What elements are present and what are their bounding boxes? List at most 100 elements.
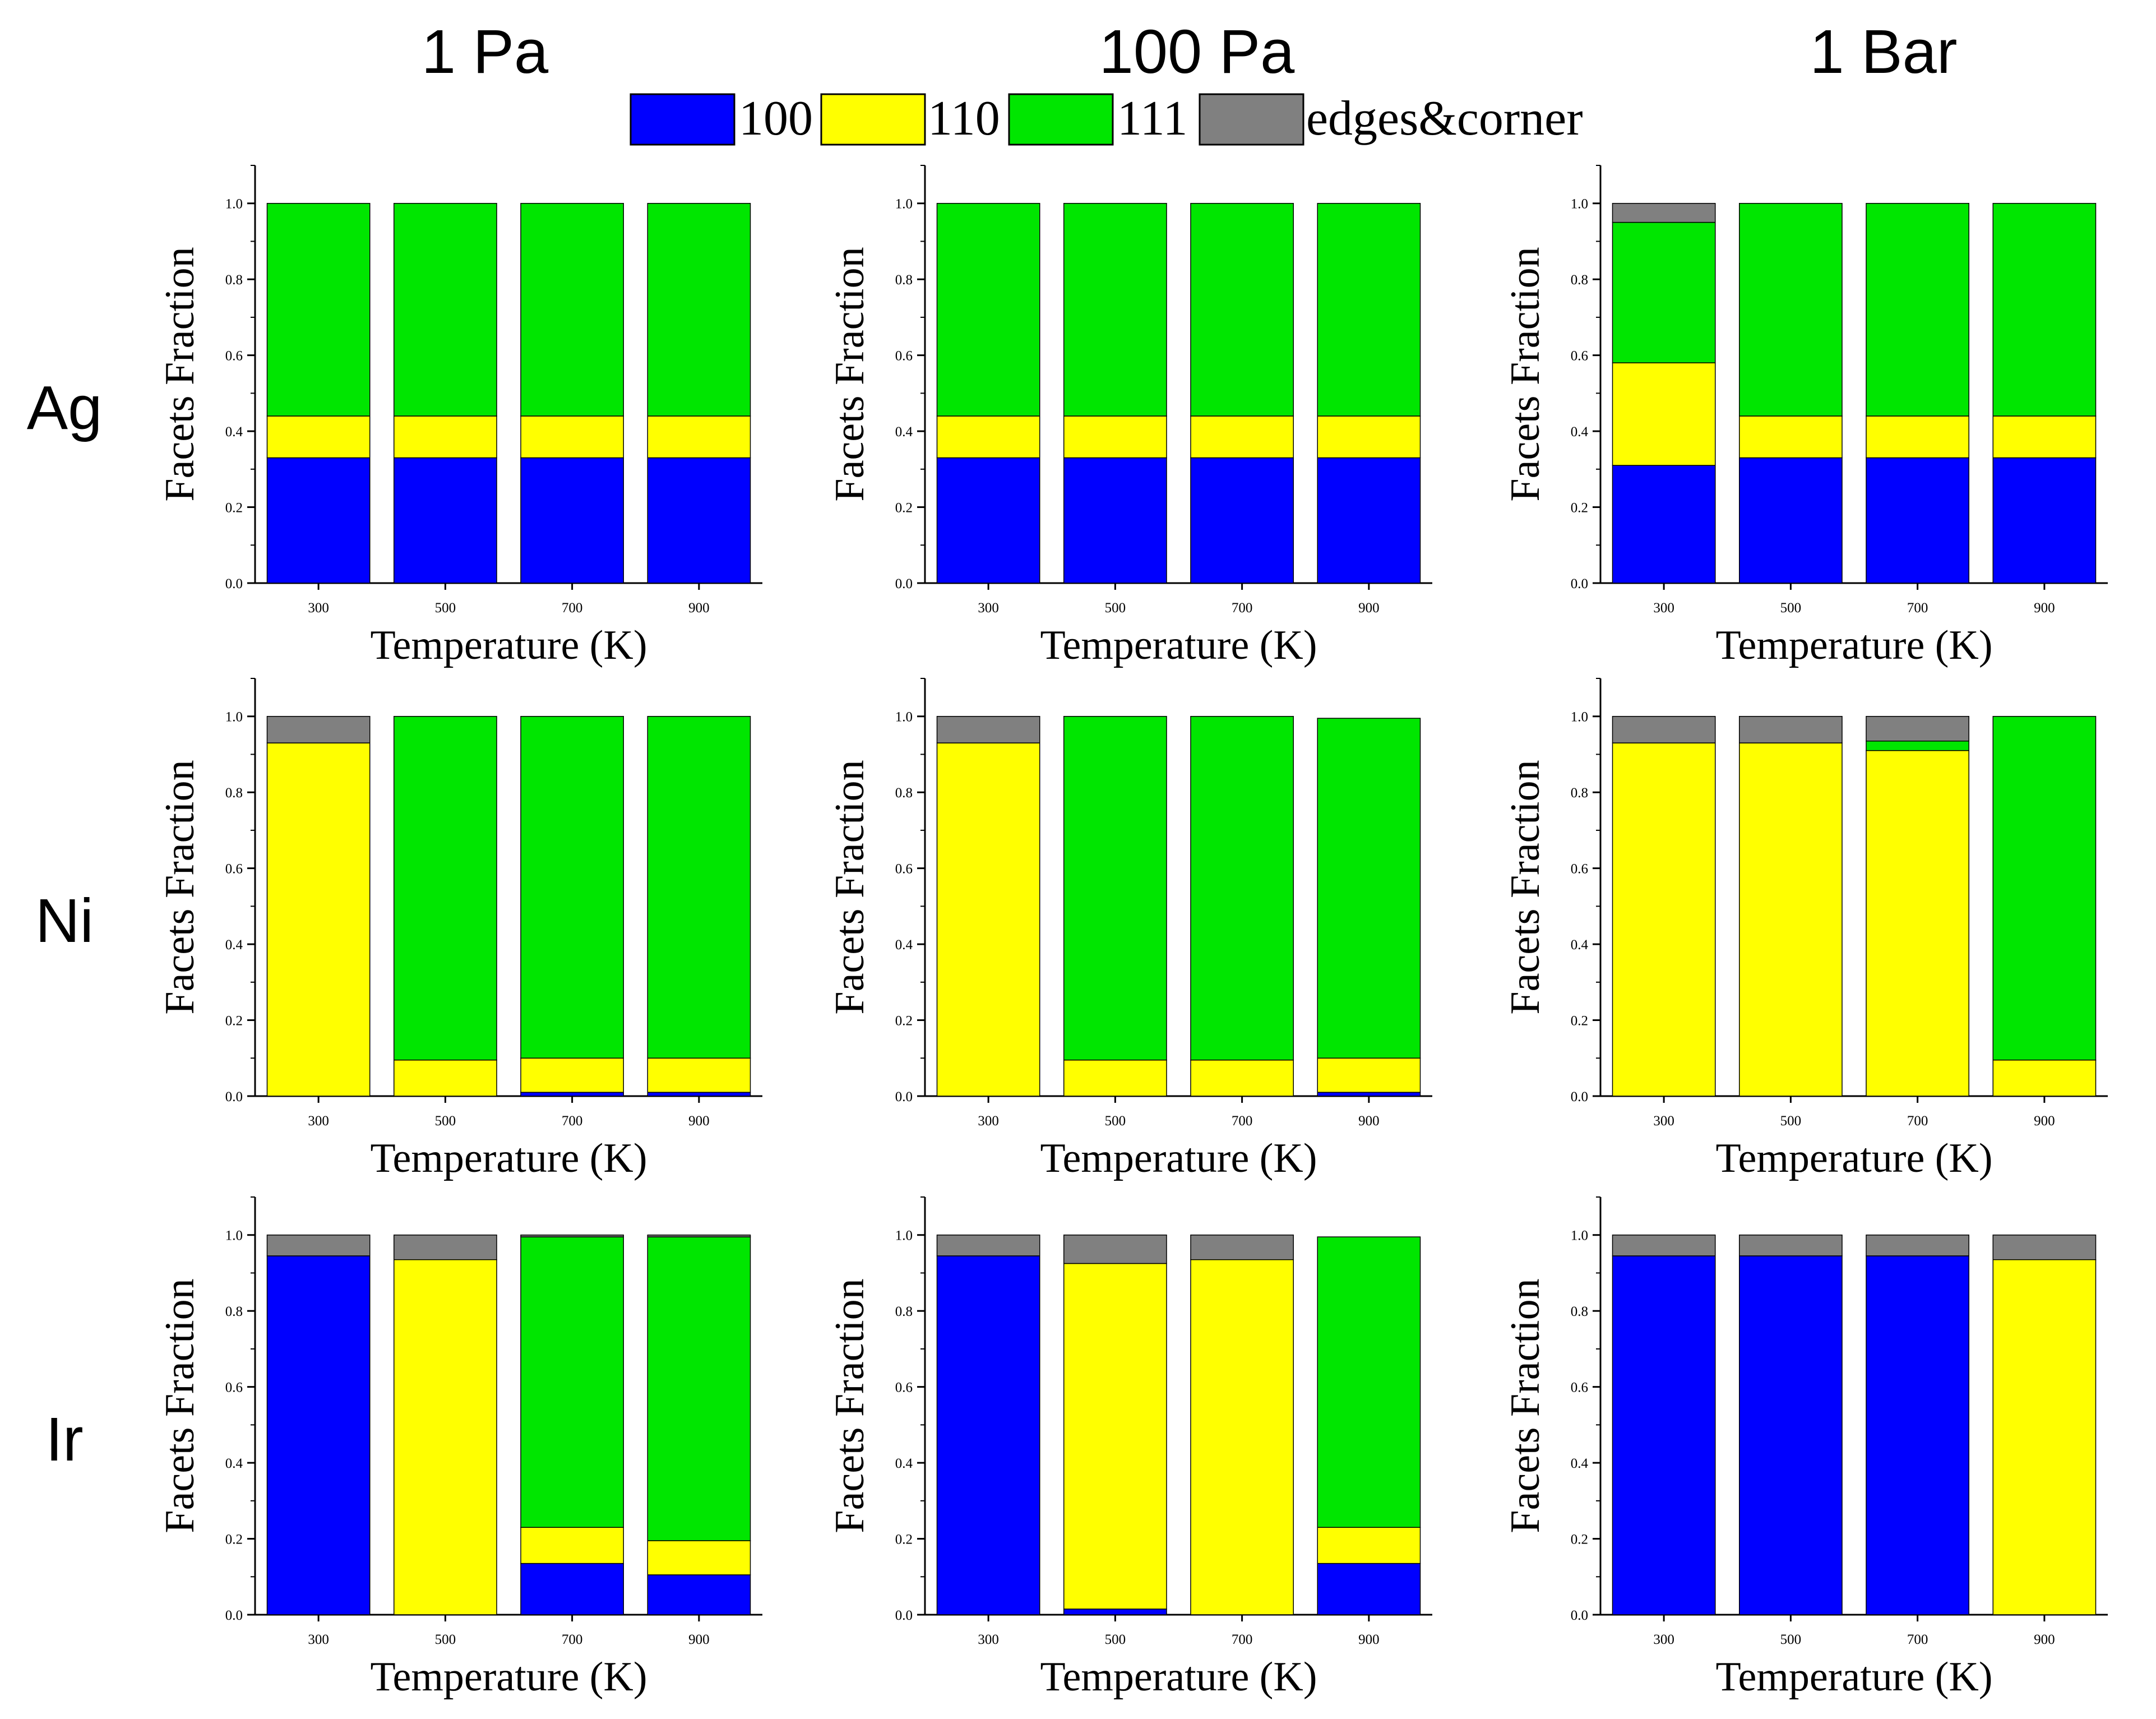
y-tick-label: 0.0 — [225, 1089, 243, 1105]
x-tick-label: 900 — [688, 600, 710, 616]
bar-segment-edges-corner — [1992, 1234, 2097, 1260]
bar-segment-111 — [1063, 202, 1167, 417]
x-tick-label: 700 — [562, 1632, 583, 1647]
y-tick-label: 0.4 — [895, 1456, 913, 1471]
bar-segment-110 — [1738, 415, 1843, 459]
x-axis-title: Temperature (K) — [1715, 622, 1992, 668]
x-tick-label: 900 — [688, 1632, 710, 1647]
bar-segment-110 — [1063, 1059, 1167, 1097]
x-tick-label: 700 — [1232, 1632, 1253, 1647]
y-tick-label: 0.2 — [1571, 1532, 1588, 1547]
x-axis-title: Temperature (K) — [1040, 1135, 1317, 1181]
x-tick-label: 700 — [1232, 600, 1253, 616]
x-tick-label: 300 — [308, 1113, 329, 1129]
column-title-1pa: 1 Pa — [422, 17, 549, 86]
x-tick-label: 500 — [435, 600, 456, 616]
y-tick-label: 0.2 — [225, 1014, 243, 1029]
panel-ni-1bar: 0.0 0.2 0.4 0.6 0.8 1.0 300 500 700 900 Temperatur… — [1502, 678, 2108, 1181]
bar-segment-edges-corner — [266, 1234, 371, 1256]
bar-segment-edges-corner — [266, 715, 371, 743]
bar-segment-111 — [520, 1236, 624, 1528]
y-tick-label: 0.8 — [895, 272, 913, 288]
bar-segment-edges-corner — [1063, 1234, 1167, 1264]
y-axis-title: Facets Fraction — [1502, 247, 1548, 501]
x-axis-title: Temperature (K) — [1715, 1654, 1992, 1700]
bar-segment-edges-corner — [393, 1234, 497, 1260]
bar-segment-100 — [1866, 457, 1970, 584]
bar-segment-100 — [1063, 1609, 1167, 1615]
bar-segment-111 — [936, 202, 1040, 417]
bar-segment-110 — [936, 415, 1040, 459]
bar-segment-110 — [1190, 415, 1294, 459]
bar-segment-edges-corner — [936, 715, 1040, 743]
bar-segment-100 — [936, 1255, 1040, 1615]
bar-segment-110 — [1317, 1527, 1421, 1564]
y-tick-label: 0.8 — [1571, 785, 1588, 801]
x-tick-label: 300 — [308, 1632, 329, 1647]
x-tick-label: 300 — [308, 600, 329, 616]
chart-panels: 0.0 0.2 0.4 0.6 0.8 1.0 300 500 700 900 Temperatur… — [157, 165, 2108, 1700]
legend-swatch-111 — [1008, 93, 1114, 146]
bar-segment-111 — [1317, 718, 1421, 1059]
bar-segment-110 — [520, 1527, 624, 1564]
bar-segment-110 — [266, 415, 371, 459]
panel-ir-100pa: 0.0 0.2 0.4 0.6 0.8 1.0 300 500 700 900 Temperatur… — [827, 1196, 1432, 1700]
x-tick-label: 300 — [1653, 600, 1674, 616]
y-tick-label: 0.4 — [895, 937, 913, 953]
bar-segment-100 — [1992, 457, 2097, 584]
y-tick-label: 1.0 — [895, 1228, 913, 1244]
bar-segment-edges-corner — [1612, 715, 1716, 743]
x-tick-label: 500 — [1780, 600, 1802, 616]
row-label-ni: Ni — [35, 886, 94, 955]
x-tick-label: 500 — [435, 1632, 456, 1647]
bar-segment-110 — [1992, 415, 2097, 459]
y-axis-title: Facets Fraction — [827, 760, 873, 1014]
legend-label-111: 111 — [1117, 91, 1187, 146]
bar-segment-edges-corner — [1866, 1234, 1970, 1256]
y-tick-label: 0.6 — [225, 1380, 243, 1395]
bar-segment-edges-corner — [520, 1234, 624, 1237]
x-tick-label: 300 — [1653, 1632, 1674, 1647]
bar-segment-110 — [393, 1059, 497, 1097]
bar-segment-edges-corner — [1738, 1234, 1843, 1256]
x-tick-label: 300 — [1653, 1113, 1674, 1129]
y-tick-label: 0.4 — [1571, 937, 1589, 953]
x-tick-label: 900 — [2034, 600, 2055, 616]
y-tick-label: 0.0 — [895, 1089, 913, 1105]
legend-label-110: 110 — [928, 91, 1000, 146]
bar-segment-111 — [1317, 202, 1421, 417]
x-tick-label: 500 — [1780, 1113, 1802, 1129]
bar-segment-110 — [1992, 1259, 2097, 1615]
x-axis-title: Temperature (K) — [370, 1135, 647, 1181]
x-tick-label: 700 — [1907, 1632, 1928, 1647]
y-axis-title: Facets Fraction — [157, 247, 203, 501]
bar-segment-110 — [1866, 415, 1970, 459]
bar-segment-edges-corner — [647, 1234, 751, 1237]
x-tick-label: 500 — [1105, 600, 1126, 616]
bar-segment-100 — [266, 1255, 371, 1615]
x-tick-label: 900 — [688, 1113, 710, 1129]
y-tick-label: 0.8 — [1571, 272, 1588, 288]
bar-segment-100 — [266, 457, 371, 584]
bar-segment-100 — [520, 1092, 624, 1097]
bar-segment-111 — [393, 202, 497, 417]
x-tick-label: 900 — [2034, 1632, 2055, 1647]
row-label-ag: Ag — [27, 373, 103, 442]
panel-ni-100pa: 0.0 0.2 0.4 0.6 0.8 1.0 300 500 700 900 Temperatur… — [827, 678, 1432, 1181]
legend-swatch-100 — [630, 93, 735, 146]
bar-segment-111 — [1190, 715, 1294, 1061]
bar-segment-111 — [1612, 221, 1716, 363]
y-tick-label: 0.6 — [1571, 349, 1588, 364]
y-tick-label: 0.6 — [225, 349, 243, 364]
x-tick-label: 300 — [978, 1113, 999, 1129]
x-tick-label: 900 — [1358, 600, 1380, 616]
y-tick-label: 0.6 — [895, 862, 913, 877]
bar-segment-100 — [393, 457, 497, 584]
bar-segment-110 — [1063, 1263, 1167, 1610]
y-tick-label: 0.2 — [895, 501, 913, 516]
bar-segment-100 — [520, 457, 624, 584]
y-tick-label: 0.0 — [225, 576, 243, 592]
bar-segment-111 — [1992, 715, 2097, 1061]
bar-segment-100 — [647, 1574, 751, 1615]
panel-ir-1pa: 0.0 0.2 0.4 0.6 0.8 1.0 300 500 700 900 Temperatur… — [157, 1196, 762, 1700]
